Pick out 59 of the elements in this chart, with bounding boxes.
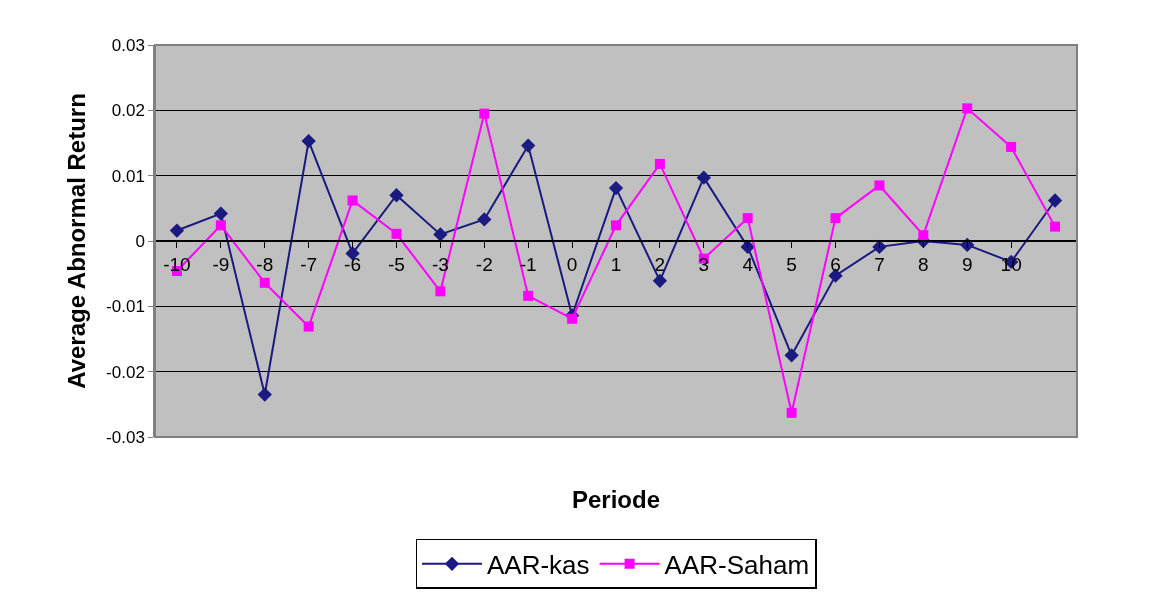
point (696, 170, 711, 185)
x-tick-label: -6 (344, 253, 362, 275)
point (257, 387, 272, 402)
x-tick-label: 8 (918, 253, 929, 275)
point (567, 313, 578, 324)
point (742, 213, 753, 224)
x-axis-title: Periode (572, 486, 661, 513)
point (784, 348, 799, 363)
x-tick-label: -7 (300, 253, 318, 275)
point (391, 228, 402, 239)
x-tick-label: -2 (475, 253, 493, 275)
x-tick-label: 9 (961, 253, 973, 275)
point (213, 206, 229, 221)
point (654, 158, 665, 169)
x-tick-label: 1 (610, 253, 622, 275)
point (962, 103, 973, 114)
point (608, 180, 624, 196)
point (477, 212, 492, 227)
y-tick-label: 0.02 (111, 101, 145, 121)
legend-label: AAR-Saham (664, 549, 810, 580)
x-tick-label: 7 (874, 253, 885, 275)
point (259, 277, 270, 288)
point (874, 180, 885, 191)
y-tick-label: 0.01 (111, 166, 145, 186)
y-tick-label: -0.02 (106, 362, 145, 382)
point (301, 133, 316, 149)
x-tick-label: 0 (566, 253, 578, 275)
point (215, 220, 226, 231)
x-tick-label: 6 (830, 253, 841, 275)
point (347, 195, 358, 206)
point (786, 407, 797, 418)
point (169, 223, 185, 238)
point (389, 188, 404, 203)
x-tick-label: -9 (212, 253, 230, 275)
point (918, 230, 929, 241)
point (652, 273, 668, 288)
point (1050, 221, 1061, 232)
y-tick-label: 0.03 (111, 35, 145, 55)
legend-label: AAR-kas (487, 549, 590, 580)
point (303, 321, 314, 332)
point (1006, 141, 1017, 152)
y-tick-label: -0.01 (106, 297, 145, 317)
x-tick-label: 2 (654, 253, 666, 275)
point (435, 286, 446, 297)
x-tick-label: -8 (256, 253, 274, 275)
x-tick-label: 4 (742, 253, 754, 275)
point (1047, 193, 1063, 208)
point (523, 290, 534, 301)
x-tick-label: 5 (786, 253, 797, 275)
point (830, 213, 841, 224)
x-tick-label: -5 (388, 253, 405, 275)
y-tick-label: 0 (135, 231, 145, 251)
point (872, 239, 887, 255)
point (521, 138, 536, 153)
y-tick-label: -0.03 (106, 427, 145, 447)
point (611, 220, 621, 231)
y-axis-title: Average Abnormal Return (62, 93, 90, 389)
point (433, 227, 448, 242)
point (479, 108, 490, 119)
